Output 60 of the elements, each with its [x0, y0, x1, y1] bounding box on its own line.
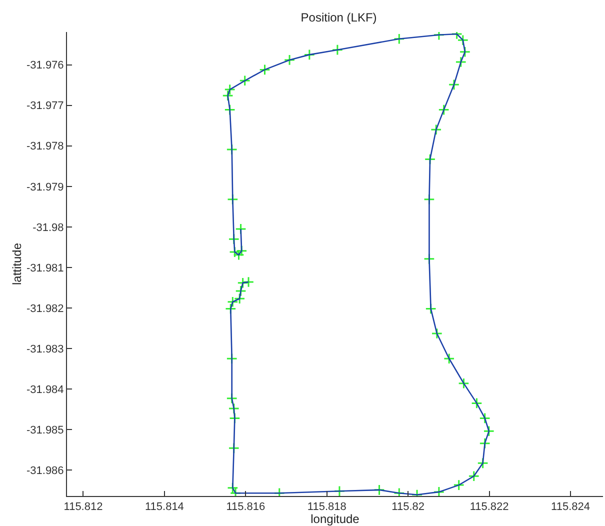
point [479, 412, 490, 424]
y-tick-label: -31.978 [26, 140, 64, 153]
y-tick-label: -31.981 [26, 262, 64, 274]
y-tick-label: -31.986 [26, 464, 64, 477]
y-tick-label: -31.982 [26, 302, 64, 315]
point [235, 285, 246, 297]
point [224, 84, 236, 96]
point [235, 223, 246, 235]
point [229, 246, 240, 258]
point [430, 124, 442, 136]
point [443, 352, 455, 364]
point [424, 154, 436, 165]
chart-title: Position (LKF) [300, 10, 377, 25]
y-tick-label: -31.98 [32, 222, 64, 234]
point [458, 378, 470, 389]
point [468, 470, 480, 482]
point [228, 402, 240, 414]
point [433, 486, 445, 496]
point [259, 64, 270, 76]
point [222, 90, 234, 102]
point [477, 458, 488, 469]
point [224, 104, 236, 116]
x-tick-label: 115.824 [551, 501, 590, 514]
y-tick-label: -31.983 [26, 343, 64, 356]
point [332, 44, 344, 56]
point [304, 49, 316, 60]
point [239, 74, 250, 86]
x-tick-label: 115.818 [307, 501, 346, 514]
point [459, 46, 471, 58]
x-tick-label: 115.82 [392, 501, 425, 514]
point [233, 249, 244, 261]
point [229, 412, 240, 424]
line-series [227, 33, 490, 496]
y-tick-label: -31.979 [26, 181, 64, 194]
point [471, 398, 482, 409]
point [479, 438, 490, 449]
point [394, 33, 405, 45]
point [374, 484, 385, 496]
x-tick-label: 115.814 [144, 501, 184, 514]
y-axis-title: lattitude [10, 242, 24, 286]
point [237, 277, 248, 288]
y-tick-label: -31.985 [26, 424, 64, 436]
point [453, 479, 464, 491]
x-tick-label: 115.816 [226, 501, 266, 514]
x-tick-label: 115.822 [470, 501, 509, 514]
point [455, 56, 467, 68]
y-tick-label: -31.976 [26, 60, 64, 72]
x-tick-label: 115.812 [64, 501, 103, 514]
point [438, 104, 450, 116]
point [448, 79, 460, 90]
y-tick-label: -31.977 [26, 100, 64, 112]
point [236, 245, 248, 256]
point [284, 54, 296, 66]
y-tick-label: -31.984 [26, 384, 64, 396]
point [242, 276, 254, 288]
x-axis-title: longitude [310, 512, 360, 526]
point [431, 328, 443, 340]
point [234, 293, 246, 304]
point [227, 296, 238, 308]
point [483, 426, 495, 437]
